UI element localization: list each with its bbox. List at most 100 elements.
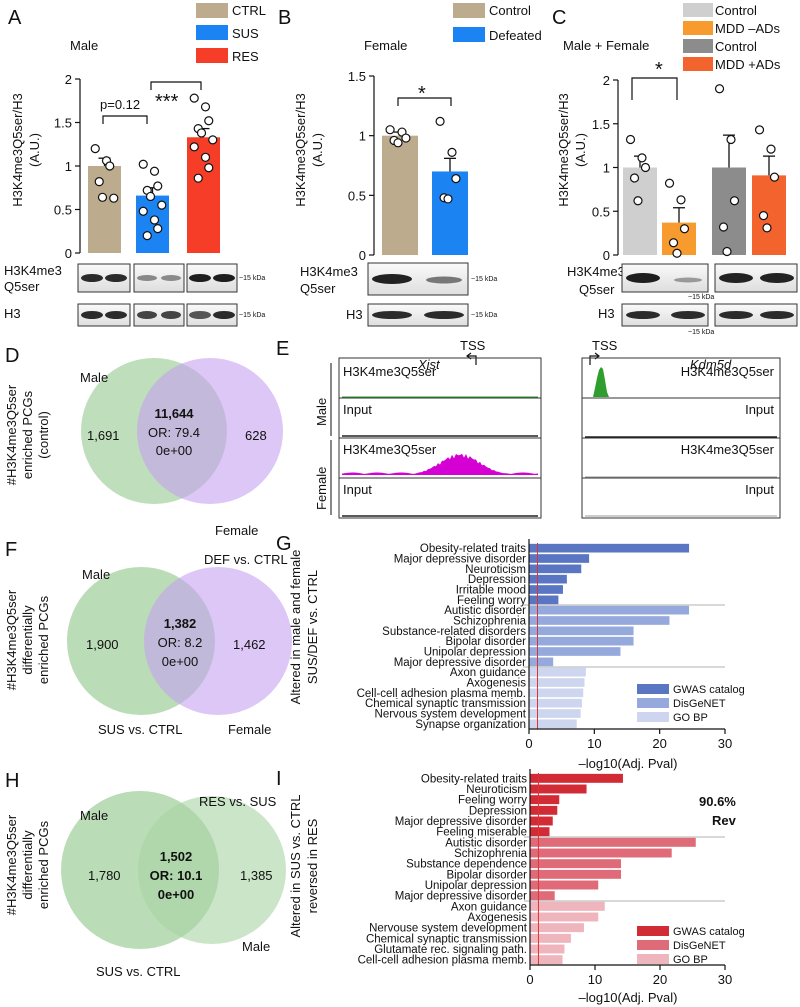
venn-f-overlap-count: 1,382 — [164, 616, 197, 631]
panel-a-letter: A — [8, 7, 22, 29]
panel-a-data-point — [193, 173, 203, 183]
panel-c-ytick-label: 0 — [603, 248, 610, 263]
panel-g-xtick-label: 20 — [652, 736, 666, 751]
panel-a-ylabel: H3K4me3Q5ser/H3 — [10, 93, 25, 206]
panel-g-bar — [529, 636, 634, 646]
panel-i-category-label: Obesity-related traits — [421, 773, 527, 785]
panel-b-ytick-label: 0.5 — [348, 188, 366, 203]
panel-a-ytick-label: 0 — [65, 246, 72, 261]
panel-c-ylabel-units: (A.U.) — [573, 133, 588, 167]
kdm5d-female-input-label: Input — [745, 482, 774, 497]
panel-a-western-blot — [77, 263, 238, 327]
panel-a-data-point — [157, 200, 167, 210]
panel-f: F #H3K4me3Q5ser differentially enriched … — [4, 539, 292, 737]
panel-b-western-blot — [367, 262, 469, 327]
venn-f-left-count: 1,900 — [86, 637, 119, 652]
panel-a-data-point — [138, 206, 148, 216]
panel-i-bar — [530, 933, 571, 943]
panel-g-xtick-label: 10 — [587, 736, 601, 751]
venn-f-bottom-right: Female — [228, 722, 271, 737]
panel-e-tss-kdm5d: TSS — [592, 338, 618, 353]
panel-g-category-label: Bipolar disorder — [445, 636, 526, 648]
venn-d-left-label: Male — [80, 370, 108, 385]
panel-g-bar — [529, 605, 690, 615]
panel-b-data-point — [447, 147, 457, 157]
kdm5d-female-mark-label: H3K4me3Q5ser — [681, 442, 775, 457]
panel-c-data-point — [664, 178, 675, 188]
panel-i-category-label: Depression — [469, 805, 527, 817]
legend-mdd-noad-label: MDD –ADs — [715, 21, 781, 36]
panel-i-xtick-label: 20 — [653, 972, 667, 987]
panel-e-kdm5d-gene: Kdm5d — [690, 357, 732, 372]
legend-control2-label: Control — [715, 39, 757, 54]
panel-a-data-point — [196, 128, 207, 138]
panel-g-category-label: Autistic disorder — [444, 605, 526, 617]
panel-b-ytick-label: 1.5 — [348, 69, 366, 84]
panel-a-data-point — [189, 142, 199, 152]
panel-a-ylabel-units: (A.U.) — [27, 133, 42, 167]
panel-b-kda-2: ~15 kDa — [471, 312, 497, 319]
panel-i-xtick-label: 10 — [588, 972, 602, 987]
panel-g-bar — [529, 543, 690, 553]
panel-i-legend-gwas-swatch — [637, 926, 669, 936]
panel-a-data-point — [153, 224, 163, 234]
panel-g-legend-gobp: GO BP — [673, 712, 708, 724]
panel-c-bracket — [631, 77, 678, 100]
panel-b-bar-chart: 0 0.5 1 1.5 — [348, 69, 468, 263]
venn-d-left-count: 1,691 — [87, 428, 120, 443]
venn-h-top-left: Male — [80, 808, 108, 823]
panel-c-data-point — [640, 162, 651, 173]
panel-i-xtick-label: 0 — [526, 972, 533, 987]
legend-control-label: Control — [489, 3, 531, 18]
panel-c-data-point — [754, 125, 765, 135]
panel-g-legend-gobp-swatch — [637, 712, 669, 722]
panel-a-data-point — [149, 166, 160, 176]
legend-swatch-mdd-noad — [683, 21, 713, 35]
panel-c-significance: * — [655, 59, 663, 81]
panel-i-bar — [530, 784, 587, 794]
panel-c-data-point — [676, 195, 686, 205]
panel-i-bar — [530, 827, 550, 837]
panel-i-category-label: Autistic disorder — [445, 837, 527, 849]
tss-arrow-xist-icon — [468, 355, 477, 365]
panel-i-bar — [530, 912, 599, 922]
legend-swatch-control — [453, 3, 485, 18]
panel-e-xist-gene: Xist — [417, 357, 441, 372]
panel-a-kda-2: ~15 kDa — [239, 312, 265, 319]
panel-i-bar — [530, 923, 584, 933]
venn-d-pvalue: 0e+00 — [156, 443, 193, 458]
panel-a-bracket-ctrl-sus — [102, 115, 148, 124]
panel-i-category-label: Axogenesis — [468, 912, 528, 924]
venn-h-left-count: 1,780 — [88, 868, 121, 883]
panel-g-bar — [529, 585, 563, 594]
panel-g-category-label: Depression — [468, 574, 526, 586]
panel-c-data-point — [668, 238, 679, 248]
venn-d-right-label: Female — [215, 523, 258, 538]
panel-b-blot-label-1: H3K4me3 — [300, 264, 358, 279]
panel-g-bar — [529, 657, 554, 667]
panel-a-data-point — [200, 102, 211, 112]
venn-h-right-circle — [138, 796, 286, 944]
venn-d-female-circle — [137, 358, 283, 504]
panel-c-data-point — [758, 211, 769, 221]
panel-i-category-label: Glutamate rec. signaling path. — [374, 944, 527, 956]
venn-h-bottom-right: Male — [242, 939, 270, 954]
panel-c-data-point — [762, 223, 772, 233]
panel-i-bar — [530, 869, 621, 879]
panel-b-blot-label-1b: Q5ser — [300, 281, 336, 296]
panel-i-bar — [530, 816, 553, 826]
panel-a-data-point — [142, 231, 152, 241]
panel-b-bar — [432, 171, 468, 255]
panel-b-significance: * — [418, 83, 426, 105]
panel-a-data-point — [153, 181, 163, 191]
panel-c-ytick-label: 1 — [603, 161, 610, 176]
panel-b-data-point — [451, 174, 461, 184]
panel-c-ytick-label: 1.5 — [592, 117, 610, 132]
panel-a-bar — [88, 166, 121, 253]
panel-a: A Male CTRL SUS RES H3K4me3Q5ser/H3 (A.U… — [4, 3, 266, 327]
panel-b: B Female Control Defeated H3K4me3Q5ser/H… — [278, 3, 542, 327]
panel-g-category-label: Synapse organization — [415, 719, 526, 731]
panel-c-ytick-label: 2 — [603, 73, 610, 88]
panel-f-side-label-3: enriched PCGs — [36, 595, 51, 684]
panel-i-category-label: Feeling worry — [458, 795, 527, 807]
